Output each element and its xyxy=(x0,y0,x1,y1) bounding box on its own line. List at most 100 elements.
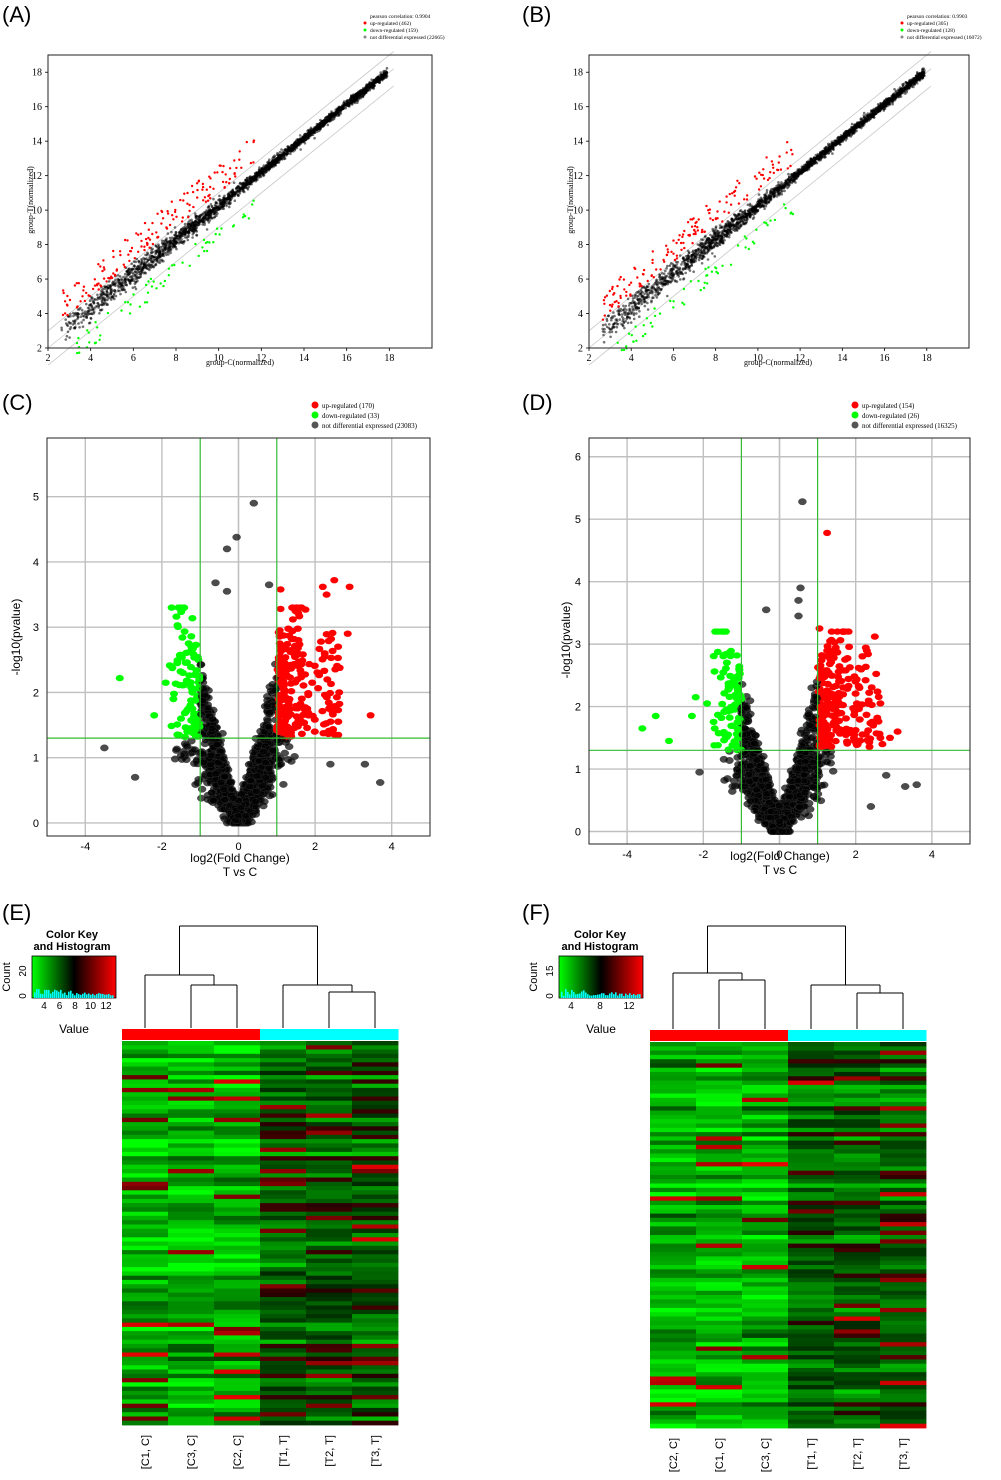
not-differential-point xyxy=(733,213,736,216)
not-differential-point xyxy=(780,181,783,184)
not-differential-point xyxy=(339,112,343,115)
not-differential-point xyxy=(207,216,211,219)
not-differential-point xyxy=(89,316,93,320)
not-differential-point xyxy=(608,323,611,326)
up-regulated-point xyxy=(204,200,208,203)
not-differential-point xyxy=(670,270,674,273)
up-regulated-point xyxy=(63,312,67,315)
not-differential-point xyxy=(160,241,164,245)
not-differential-point xyxy=(133,270,137,274)
not-differential-point xyxy=(257,168,261,171)
not-differential-point xyxy=(137,259,140,263)
down-regulated-point xyxy=(77,336,80,340)
not-differential-point xyxy=(788,175,791,179)
up-regulated-point xyxy=(238,150,241,153)
down-regulated-point xyxy=(220,227,223,230)
not-differential-point xyxy=(680,263,683,266)
not-differential-point xyxy=(277,154,281,158)
up-regulated-point xyxy=(63,300,67,303)
not-differential-point xyxy=(92,300,95,303)
up-regulated-point xyxy=(225,181,228,184)
not-differential-point xyxy=(228,205,231,209)
not-differential-point xyxy=(129,269,133,273)
up-regulated-point xyxy=(213,171,216,174)
not-differential-point xyxy=(162,254,166,258)
not-differential-point xyxy=(65,334,69,338)
not-differential-point xyxy=(80,308,84,312)
not-differential-point xyxy=(625,308,628,312)
up-regulated-point xyxy=(133,257,136,260)
not-differential-point xyxy=(133,265,137,268)
not-differential-point xyxy=(247,181,250,185)
not-differential-point xyxy=(287,145,290,149)
not-differential-point xyxy=(203,215,207,218)
up-regulated-point xyxy=(102,266,106,269)
y-tick-label: 16 xyxy=(32,102,42,113)
not-differential-point xyxy=(327,119,330,123)
down-regulated-point xyxy=(201,246,204,249)
legend-item: up-regulated (462) xyxy=(370,20,411,27)
not-differential-point xyxy=(163,246,166,250)
not-differential-point xyxy=(157,243,160,246)
not-differential-point xyxy=(139,275,142,279)
not-differential-point xyxy=(81,314,85,318)
not-differential-point xyxy=(73,312,76,316)
not-differential-point xyxy=(157,254,160,258)
not-differential-point xyxy=(776,183,780,187)
up-regulated-point xyxy=(219,164,222,167)
not-differential-point xyxy=(763,207,766,211)
not-differential-point xyxy=(69,312,72,316)
not-differential-point xyxy=(272,155,275,158)
not-differential-point xyxy=(297,138,301,141)
up-regulated-point xyxy=(170,200,173,203)
down-regulated-point xyxy=(93,342,97,345)
y-tick-label: 14 xyxy=(32,137,42,148)
up-regulated-point xyxy=(129,249,132,253)
not-differential-point xyxy=(145,257,148,260)
up-regulated-point xyxy=(252,140,255,144)
not-differential-point xyxy=(619,307,623,311)
up-regulated-point xyxy=(172,218,175,221)
not-differential-point xyxy=(101,301,104,304)
down-regulated-point xyxy=(144,283,148,287)
not-differential-point xyxy=(190,223,193,227)
not-differential-point xyxy=(96,296,100,299)
not-differential-point xyxy=(282,149,286,152)
not-differential-point xyxy=(368,88,372,92)
up-regulated-point xyxy=(208,175,211,178)
not-differential-point xyxy=(379,71,383,74)
not-differential-point xyxy=(158,250,162,254)
not-differential-point xyxy=(105,290,108,294)
not-differential-point xyxy=(760,197,764,201)
not-differential-point xyxy=(676,260,680,264)
up-regulated-point xyxy=(166,210,169,213)
down-regulated-point xyxy=(247,217,251,220)
not-differential-point xyxy=(311,133,315,136)
not-differential-point xyxy=(148,254,152,257)
not-differential-point xyxy=(188,226,191,229)
down-regulated-point xyxy=(203,249,206,253)
up-regulated-point xyxy=(156,212,159,215)
not-differential-point xyxy=(332,116,336,119)
up-regulated-point xyxy=(166,212,170,215)
down-regulated-point xyxy=(243,214,247,218)
down-regulated-point xyxy=(152,280,155,283)
x-tick-label: 2 xyxy=(46,353,51,364)
not-differential-point xyxy=(124,272,127,276)
not-differential-point xyxy=(233,199,237,202)
not-differential-point xyxy=(293,143,297,147)
down-regulated-point xyxy=(98,338,101,341)
not-differential-point xyxy=(195,233,198,237)
down-regulated-point xyxy=(167,267,171,270)
not-differential-point xyxy=(93,306,96,310)
not-differential-point xyxy=(273,163,277,167)
not-differential-point xyxy=(110,295,114,298)
not-differential-point xyxy=(116,274,120,277)
up-regulated-point xyxy=(182,199,185,202)
up-regulated-point xyxy=(82,289,85,292)
not-differential-point xyxy=(178,233,182,237)
x-tick-label: 8 xyxy=(174,353,179,364)
up-regulated-point xyxy=(161,217,165,220)
not-differential-point xyxy=(713,243,717,247)
not-differential-point xyxy=(601,323,605,327)
